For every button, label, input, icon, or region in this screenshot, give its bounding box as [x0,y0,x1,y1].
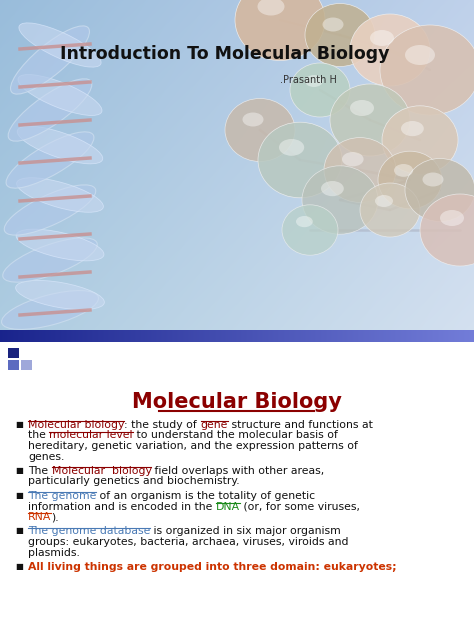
Ellipse shape [18,75,102,116]
Ellipse shape [394,164,413,177]
Text: molecular level: molecular level [49,430,133,441]
Text: plasmids.: plasmids. [28,547,80,557]
Text: ■: ■ [15,526,23,535]
Ellipse shape [16,281,104,310]
Ellipse shape [3,238,97,282]
Text: Molecular Biology: Molecular Biology [132,392,342,412]
Ellipse shape [440,210,464,226]
Ellipse shape [8,79,92,141]
Ellipse shape [330,84,410,156]
Ellipse shape [17,126,103,164]
Ellipse shape [422,173,444,186]
Bar [8,348,19,358]
Text: is organized in six major organism: is organized in six major organism [150,526,341,537]
Text: .Prasanth H: .Prasanth H [280,75,337,85]
Text: field overlaps with other areas,: field overlaps with other areas, [152,466,325,476]
Text: (or, for some viruses,: (or, for some viruses, [240,502,360,511]
Text: information and is encoded in the: information and is encoded in the [28,502,216,511]
Ellipse shape [401,121,424,137]
Text: The: The [28,466,52,476]
Text: structure and functions at: structure and functions at [228,420,373,430]
Bar [21,360,32,370]
Ellipse shape [324,138,396,202]
Text: to understand the molecular basis of: to understand the molecular basis of [133,430,338,441]
Ellipse shape [405,159,474,221]
Ellipse shape [375,195,393,207]
Ellipse shape [305,75,323,87]
Text: The genome database: The genome database [28,526,150,537]
Ellipse shape [405,45,435,65]
Ellipse shape [296,216,313,227]
Ellipse shape [16,229,104,261]
Ellipse shape [302,166,378,234]
Text: Molecular  biology: Molecular biology [52,466,152,476]
Ellipse shape [382,106,458,174]
Text: groups: eukaryotes, bacteria, archaea, viruses, viroids and: groups: eukaryotes, bacteria, archaea, v… [28,537,348,547]
Ellipse shape [258,122,342,198]
Text: The genome: The genome [28,491,96,501]
Ellipse shape [370,30,394,46]
Ellipse shape [380,25,474,115]
Ellipse shape [243,112,264,126]
Ellipse shape [4,185,96,235]
Text: RNA: RNA [28,512,51,522]
Ellipse shape [17,178,103,212]
Ellipse shape [322,18,344,32]
Ellipse shape [342,152,364,166]
Ellipse shape [6,132,94,188]
Ellipse shape [350,100,374,116]
Ellipse shape [360,183,420,237]
Text: ■: ■ [15,491,23,500]
Text: ).: ). [51,512,59,522]
Ellipse shape [305,4,375,66]
Bar [8,360,19,370]
Ellipse shape [420,194,474,266]
Ellipse shape [1,291,99,329]
Text: particularly genetics and biochemistry.: particularly genetics and biochemistry. [28,477,240,487]
Ellipse shape [321,181,344,196]
Ellipse shape [282,205,338,255]
Text: : the study of: : the study of [124,420,201,430]
Ellipse shape [225,99,295,162]
Text: genes.: genes. [28,451,64,461]
Text: Molecular biology: Molecular biology [28,420,124,430]
Ellipse shape [279,139,304,156]
Text: ■: ■ [15,466,23,475]
Text: of an organism is the totality of genetic: of an organism is the totality of geneti… [96,491,316,501]
Text: ■: ■ [15,562,23,571]
Text: ■: ■ [15,420,23,429]
Ellipse shape [378,151,442,209]
Text: hereditary, genetic variation, and the expression patterns of: hereditary, genetic variation, and the e… [28,441,358,451]
Text: DNA: DNA [216,502,240,511]
Ellipse shape [257,0,284,16]
Ellipse shape [10,26,90,94]
Text: the: the [28,430,49,441]
Ellipse shape [19,23,101,67]
Ellipse shape [235,0,325,61]
Text: All living things are grouped into three domain: eukaryotes;: All living things are grouped into three… [28,562,397,572]
Text: Introduction To Molecular Biology: Introduction To Molecular Biology [60,45,390,63]
Ellipse shape [290,63,350,117]
Text: gene: gene [201,420,228,430]
Ellipse shape [350,14,430,86]
